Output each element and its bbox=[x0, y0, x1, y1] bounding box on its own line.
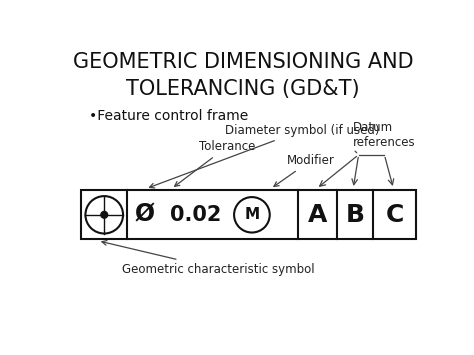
Bar bbox=[82, 190, 416, 239]
Text: 0.02: 0.02 bbox=[170, 205, 221, 225]
Ellipse shape bbox=[85, 196, 123, 234]
Ellipse shape bbox=[234, 197, 270, 233]
Text: Ø: Ø bbox=[134, 203, 155, 227]
Text: Tolerance: Tolerance bbox=[174, 140, 255, 186]
Text: Modifier: Modifier bbox=[274, 154, 335, 186]
Text: GEOMETRIC DIMENSIONING AND: GEOMETRIC DIMENSIONING AND bbox=[73, 52, 413, 72]
Ellipse shape bbox=[101, 212, 108, 218]
Text: M: M bbox=[244, 207, 259, 222]
Text: A: A bbox=[308, 203, 327, 227]
Text: TOLERANCING (GD&T): TOLERANCING (GD&T) bbox=[126, 79, 360, 99]
Text: B: B bbox=[346, 203, 365, 227]
Text: •Feature control frame: •Feature control frame bbox=[89, 109, 248, 124]
Text: Geometric characteristic symbol: Geometric characteristic symbol bbox=[102, 241, 314, 275]
Text: C: C bbox=[385, 203, 404, 227]
Text: Diameter symbol (if used): Diameter symbol (if used) bbox=[149, 124, 379, 188]
Text: Datum
references: Datum references bbox=[353, 121, 416, 149]
